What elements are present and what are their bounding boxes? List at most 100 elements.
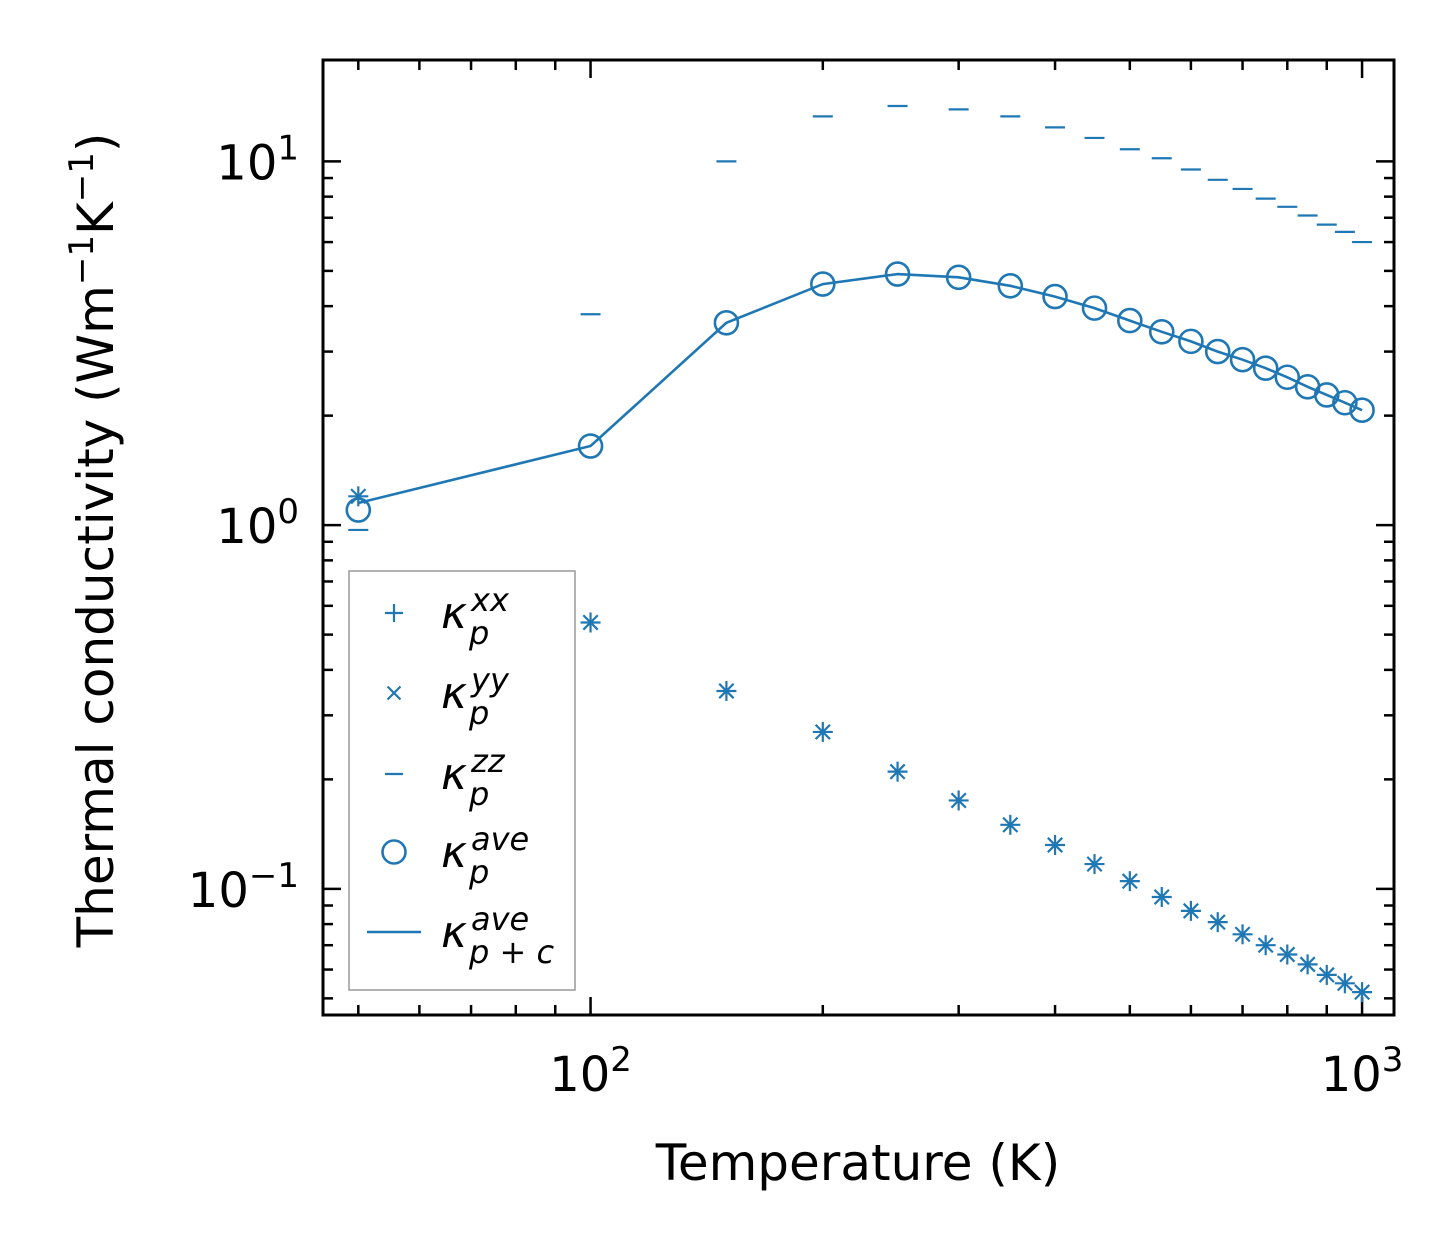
legend-swatch bbox=[381, 839, 407, 865]
series-kappa_p+c_ave bbox=[357, 272, 1363, 505]
data-point bbox=[577, 433, 604, 459]
data-point bbox=[1332, 389, 1358, 416]
circle-outline bbox=[713, 309, 740, 336]
x-stroke bbox=[350, 488, 367, 505]
data-point bbox=[345, 497, 372, 523]
data-point bbox=[1117, 307, 1143, 334]
circle-outline bbox=[1042, 283, 1068, 310]
x-stroke bbox=[1354, 984, 1371, 1001]
data-point bbox=[1002, 816, 1019, 833]
legend-sub: p bbox=[468, 853, 489, 891]
x-stroke bbox=[386, 685, 402, 701]
x-stroke bbox=[1234, 926, 1251, 943]
circle-outline bbox=[1229, 346, 1256, 373]
series-kappa_p_yy bbox=[350, 488, 1371, 1001]
legend-sup: zz bbox=[470, 742, 506, 780]
x-stroke bbox=[1257, 937, 1274, 954]
data-point bbox=[1257, 937, 1274, 954]
data-point bbox=[1086, 856, 1103, 873]
data-point bbox=[1121, 873, 1138, 890]
data-series bbox=[345, 104, 1375, 1003]
data-point bbox=[1204, 338, 1231, 365]
data-point bbox=[1182, 902, 1199, 919]
circle-outline bbox=[1349, 397, 1375, 423]
legend-sub: p + c bbox=[468, 933, 554, 971]
x-stroke bbox=[1318, 966, 1335, 983]
legend-sup: yy bbox=[470, 661, 510, 699]
data-point bbox=[1148, 319, 1175, 345]
circle-outline bbox=[1148, 319, 1175, 345]
data-point bbox=[1209, 914, 1226, 931]
x-stroke bbox=[1279, 946, 1296, 963]
data-point bbox=[713, 309, 740, 336]
series-line bbox=[357, 272, 1363, 505]
x-axis-label: Temperature (K) bbox=[655, 1134, 1060, 1192]
data-point bbox=[1354, 984, 1371, 1001]
data-point bbox=[814, 723, 831, 740]
plot-frame bbox=[321, 58, 1396, 1017]
legend-item-kappa_p_zz: κ zzp bbox=[385, 742, 506, 813]
data-point bbox=[1318, 966, 1335, 983]
legend-item-kappa_p_xx: κ xxp bbox=[385, 581, 510, 652]
data-point bbox=[1081, 295, 1108, 321]
data-point bbox=[1299, 956, 1316, 973]
data-point bbox=[718, 682, 735, 699]
x-stroke bbox=[582, 614, 599, 631]
legend-sup: xx bbox=[470, 581, 510, 619]
legend-swatch bbox=[385, 604, 403, 622]
data-point bbox=[1234, 926, 1251, 943]
x-stroke bbox=[1153, 888, 1170, 905]
circle-outline bbox=[577, 433, 604, 459]
series-kappa_p_ave bbox=[345, 261, 1375, 523]
legend-label: κ bbox=[441, 668, 467, 719]
x-stroke bbox=[1336, 975, 1353, 992]
x-stroke bbox=[1047, 837, 1064, 853]
x-stroke bbox=[1002, 816, 1019, 833]
circle-outline bbox=[1274, 364, 1301, 391]
data-point bbox=[1274, 364, 1301, 391]
x-stroke bbox=[1121, 873, 1138, 890]
x-stroke bbox=[814, 723, 831, 740]
data-point bbox=[1279, 946, 1296, 963]
data-point bbox=[1153, 888, 1170, 905]
legend-sub: p bbox=[468, 694, 489, 732]
data-point bbox=[582, 614, 599, 631]
data-point bbox=[1042, 283, 1068, 310]
series-kappa_p_zz bbox=[348, 104, 1373, 532]
axis-ticks bbox=[323, 60, 1394, 1015]
legend-sub: p bbox=[468, 614, 489, 652]
legend-label: κ bbox=[441, 749, 467, 800]
circle-outline bbox=[1252, 355, 1279, 382]
legend-label: κ bbox=[441, 907, 467, 958]
legend-item-kappa_p_yy: κ yyp bbox=[386, 661, 510, 732]
x-tick-label: 102 bbox=[549, 1040, 632, 1103]
data-point bbox=[1047, 837, 1064, 853]
circle-outline bbox=[1117, 307, 1143, 334]
data-point bbox=[889, 763, 906, 780]
x-stroke bbox=[1209, 914, 1226, 931]
data-point bbox=[1229, 346, 1256, 373]
legend-label: κ bbox=[441, 588, 467, 639]
x-stroke bbox=[889, 763, 906, 780]
circle-outline bbox=[1204, 338, 1231, 365]
tick-labels: 102 103 10−1 100 101 bbox=[188, 128, 1404, 1103]
legend-label: κ bbox=[441, 827, 467, 878]
x-stroke bbox=[1182, 902, 1199, 919]
y-axis-label: Thermal conductivity (Wm−1K−1) bbox=[62, 133, 125, 949]
data-point bbox=[1178, 328, 1204, 355]
x-stroke bbox=[1086, 856, 1103, 873]
legend-sub: p bbox=[468, 775, 489, 813]
circle-outline bbox=[810, 271, 836, 297]
data-point bbox=[1336, 975, 1353, 992]
legend-sup: ave bbox=[471, 820, 529, 858]
y-tick-label: 10−1 bbox=[188, 856, 299, 919]
y-tick-label: 101 bbox=[216, 128, 299, 191]
data-point bbox=[950, 792, 967, 809]
x-stroke bbox=[950, 792, 967, 809]
circle-outline bbox=[381, 839, 407, 865]
data-point bbox=[1252, 355, 1279, 382]
data-point bbox=[810, 271, 836, 297]
